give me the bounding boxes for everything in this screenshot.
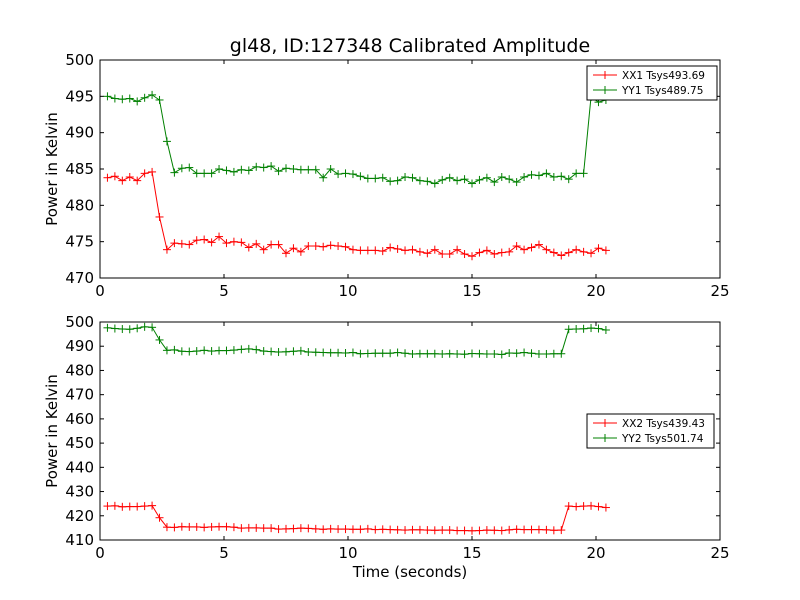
y-tick-label: 460 xyxy=(65,410,94,428)
y-tick-label: 485 xyxy=(65,160,94,178)
legend-label: XX2 Tsys439.43 xyxy=(622,418,705,430)
x-tick-label: 20 xyxy=(586,282,605,300)
y-tick-label: 490 xyxy=(65,124,94,142)
y-tick-label: 490 xyxy=(65,337,94,355)
chart-title: gl48, ID:127348 Calibrated Amplitude xyxy=(230,35,590,57)
y-tick-label: 440 xyxy=(65,458,94,476)
axes-frame xyxy=(99,59,721,279)
x-tick-label: 15 xyxy=(462,544,481,562)
x-tick-label: 25 xyxy=(710,282,729,300)
legend: XX1 Tsys493.69 YY1 Tsys489.75 xyxy=(586,65,718,101)
y-tick-label: 480 xyxy=(65,196,94,214)
x-tick-label: 25 xyxy=(710,544,729,562)
y-tick-label: 470 xyxy=(65,386,94,404)
series-1 xyxy=(103,501,610,535)
y-axis-label: Power in Kelvin xyxy=(43,112,61,226)
y-tick-label: 475 xyxy=(65,233,94,251)
y-tick-label: 420 xyxy=(65,507,94,525)
legend-box xyxy=(586,65,718,101)
chart-panel-1: gl48, ID:127348 Calibrated Amplitude Powe… xyxy=(43,35,730,300)
chart-panel-2: Power in Kelvin Time (seconds) 0 5 10 15 20 25 4… xyxy=(43,313,730,581)
y-tick-label: 500 xyxy=(65,51,94,69)
legend-box xyxy=(586,413,715,449)
x-tick-label: 0 xyxy=(95,544,105,562)
x-tick-label: 10 xyxy=(338,544,357,562)
axes-frame xyxy=(99,321,721,541)
x-tick-label: 10 xyxy=(338,282,357,300)
y-tick-label: 430 xyxy=(65,483,94,501)
y-tick-label: 500 xyxy=(65,313,94,331)
x-axis-label: Time (seconds) xyxy=(352,563,468,581)
x-tick-label: 5 xyxy=(219,544,229,562)
y-tick-label: 495 xyxy=(65,87,94,105)
series-2 xyxy=(103,322,610,359)
series-2 xyxy=(103,90,610,188)
x-tick-label: 15 xyxy=(462,282,481,300)
y-axis-label: Power in Kelvin xyxy=(43,374,61,488)
series-1 xyxy=(103,167,610,261)
legend-label: XX1 Tsys493.69 xyxy=(622,70,705,82)
legend-label: YY2 Tsys501.74 xyxy=(621,433,704,445)
y-tick-label: 480 xyxy=(65,361,94,379)
y-tick-label: 470 xyxy=(65,269,94,287)
legend-label: YY1 Tsys489.75 xyxy=(621,85,703,97)
y-tick-label: 410 xyxy=(65,531,94,549)
legend: XX2 Tsys439.43 YY2 Tsys501.74 xyxy=(586,413,715,449)
series-line xyxy=(107,94,607,185)
x-tick-label: 0 xyxy=(95,282,105,300)
y-tick-label: 450 xyxy=(65,434,94,452)
x-tick-label: 20 xyxy=(586,544,605,562)
x-tick-label: 5 xyxy=(219,282,229,300)
